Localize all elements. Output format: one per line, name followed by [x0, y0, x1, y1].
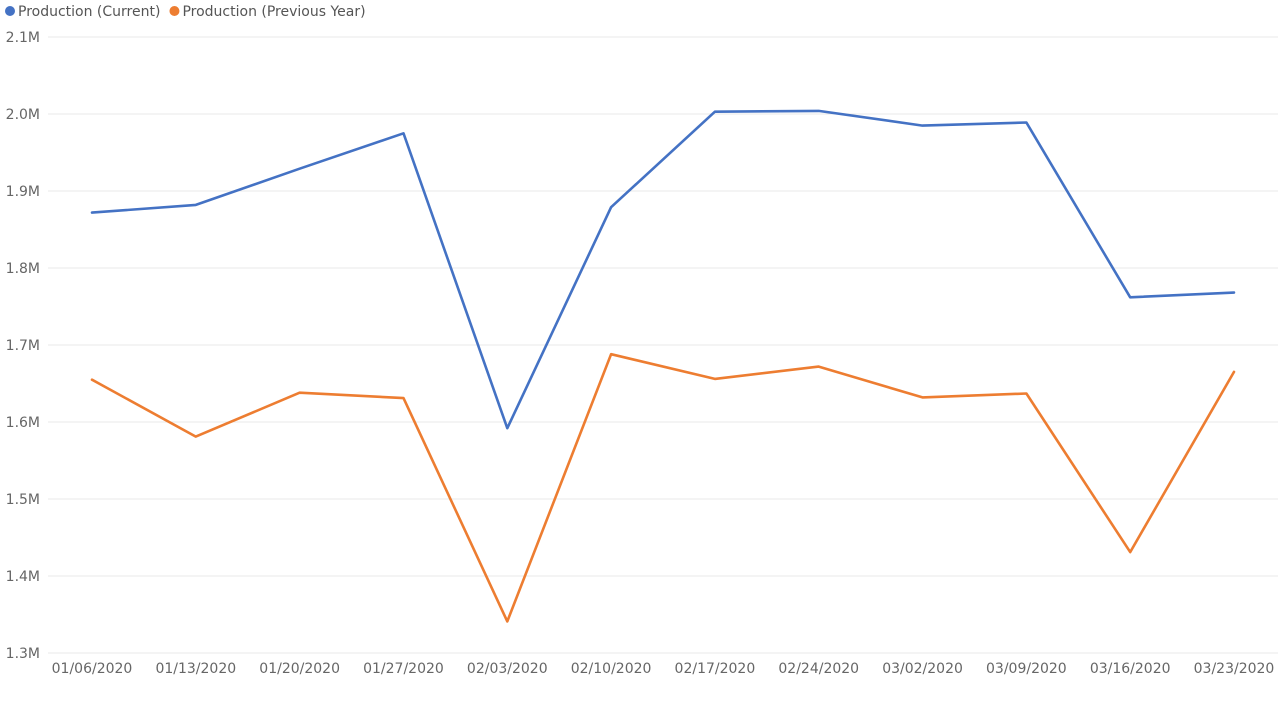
data-point — [608, 204, 614, 210]
data-point — [193, 202, 199, 208]
x-tick-label: 01/06/2020 — [52, 661, 133, 677]
y-tick-label: 1.7M — [6, 338, 40, 354]
x-tick-label: 03/09/2020 — [986, 661, 1067, 677]
data-point — [89, 210, 95, 216]
legend-label: Production (Previous Year) — [182, 4, 365, 20]
x-tick-label: 01/27/2020 — [363, 661, 444, 677]
data-point — [920, 394, 926, 400]
data-point — [920, 123, 926, 129]
x-tick-label: 02/03/2020 — [467, 661, 548, 677]
y-tick-label: 1.8M — [6, 261, 40, 277]
y-tick-label: 1.4M — [6, 569, 40, 585]
series-line-production-previous-year — [90, 352, 1236, 623]
x-tick-label: 01/13/2020 — [155, 661, 236, 677]
x-tick-label: 02/10/2020 — [571, 661, 652, 677]
data-point — [504, 618, 510, 624]
data-point — [1023, 119, 1029, 125]
y-tick-label: 2.0M — [6, 107, 40, 123]
data-point — [712, 109, 718, 115]
data-point — [1127, 549, 1133, 555]
legend-item-production-current: Production (Current) — [5, 4, 160, 20]
data-point — [1231, 369, 1237, 375]
data-point — [816, 364, 822, 370]
y-tick-label: 1.6M — [6, 415, 40, 431]
legend-marker-icon — [169, 6, 180, 16]
series-production-previous-year — [89, 351, 1237, 624]
y-axis-tick-labels: 1.3M 1.4M 1.5M 1.6M 1.7M 1.8M 1.9M 2.0M 2.1M — [6, 30, 40, 662]
x-tick-label: 03/23/2020 — [1194, 661, 1275, 677]
legend-label: Production (Current) — [18, 4, 160, 20]
x-tick-label: 03/16/2020 — [1090, 661, 1171, 677]
legend-marker-icon — [5, 6, 15, 16]
data-point — [193, 434, 199, 440]
series-production-current — [89, 108, 1237, 431]
legend-item-production-previous-year: Production (Previous Year) — [169, 4, 366, 20]
series-line-production-current — [90, 109, 1236, 430]
x-tick-label: 02/24/2020 — [778, 661, 859, 677]
data-point — [297, 166, 303, 172]
y-tick-label: 1.9M — [6, 184, 40, 200]
data-point — [400, 395, 406, 401]
data-point — [816, 108, 822, 114]
data-point — [1127, 294, 1133, 300]
data-point — [712, 376, 718, 382]
legend: Production (Current) Production (Previous… — [5, 4, 366, 20]
y-tick-label: 2.1M — [6, 30, 40, 46]
data-point — [608, 351, 614, 357]
data-point — [89, 377, 95, 383]
y-tick-label: 1.5M — [6, 492, 40, 508]
gridlines — [48, 36, 1278, 654]
data-point — [1231, 290, 1237, 296]
data-point — [400, 130, 406, 136]
data-point — [1023, 391, 1029, 397]
data-point — [297, 390, 303, 396]
x-tick-label: 02/17/2020 — [675, 661, 756, 677]
x-tick-label: 03/02/2020 — [882, 661, 963, 677]
y-tick-label: 1.3M — [6, 646, 40, 662]
data-point — [504, 425, 510, 431]
series-lines — [89, 108, 1237, 624]
x-axis-tick-labels: 01/06/2020 01/13/2020 01/20/2020 01/27/2020… — [52, 661, 1275, 677]
x-tick-label: 01/20/2020 — [259, 661, 340, 677]
